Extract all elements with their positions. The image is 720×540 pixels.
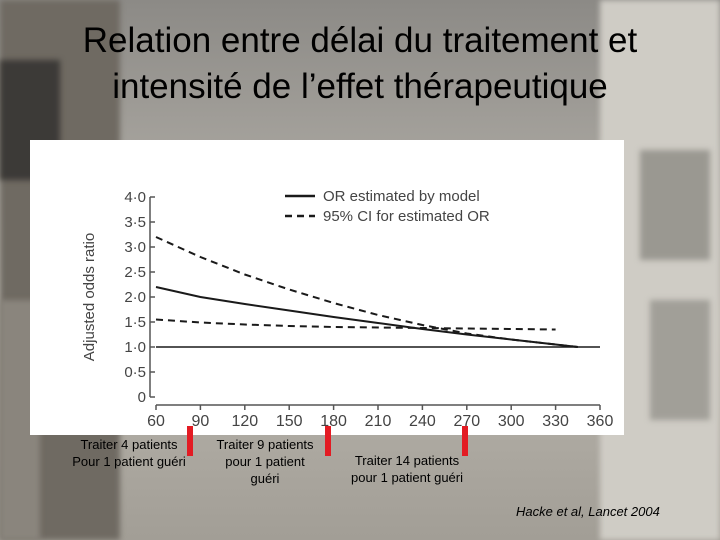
legend-label: OR estimated by model <box>323 188 480 205</box>
y-tick-label: 1·0 <box>124 339 146 356</box>
note-4-patients: Traiter 4 patients Pour 1 patient guéri <box>44 436 214 470</box>
x-tick-label: 270 <box>453 413 480 430</box>
or-estimate-line <box>155 286 578 348</box>
y-tick-label: 2·5 <box>124 264 146 281</box>
note-line: guéri <box>250 471 280 486</box>
y-tick-label: 4·0 <box>124 189 146 206</box>
note-line: pour 1 patient guéri <box>350 470 464 485</box>
x-tick-label: 300 <box>498 413 525 430</box>
ci-line-1 <box>155 236 578 348</box>
y-tick-label: 2·0 <box>124 289 146 306</box>
red-marker-270 <box>462 426 468 456</box>
red-marker-90 <box>187 426 193 456</box>
y-tick-label: 3·0 <box>124 239 146 256</box>
x-tick-label: 240 <box>409 413 436 430</box>
x-tick-label: 210 <box>365 413 392 430</box>
slide-title-line-2: intensité de l’effet thérapeutique <box>112 67 608 106</box>
x-tick-label: 60 <box>147 413 165 430</box>
legend-label: 95% CI for estimated OR <box>323 208 490 225</box>
note-line: Traiter 14 patients <box>354 453 460 468</box>
note-line: Traiter 4 patients <box>80 437 178 452</box>
x-tick-label: 360 <box>587 413 614 430</box>
red-marker-180 <box>325 426 331 456</box>
y-axis-label: Adjusted odds ratio <box>81 233 98 361</box>
y-tick-label: 3·5 <box>124 214 146 231</box>
y-tick-label: 0 <box>138 389 146 406</box>
y-tick-label: 0·5 <box>124 364 146 381</box>
note-line: Pour 1 patient guéri <box>72 454 186 469</box>
slide-title-line-1: Relation entre délai du traitement et <box>82 21 638 60</box>
x-tick-label: 180 <box>320 413 347 430</box>
ci-line-2 <box>155 318 556 331</box>
citation: Hacke et al, Lancet 2004 <box>516 504 660 519</box>
x-tick-label: 150 <box>276 413 303 430</box>
x-tick-label: 120 <box>231 413 258 430</box>
note-line: Traiter 9 patients <box>216 437 314 452</box>
odds-ratio-chart: 0 0·5 1·0 1·5 2·0 2·5 3·0 3·5 4·0 60 90 120 150 180 21… <box>81 188 614 430</box>
note-line: pour 1 patient <box>225 454 305 469</box>
y-tick-label: 1·5 <box>124 314 146 331</box>
note-14-patients: Traiter 14 patients pour 1 patient guéri <box>322 452 492 486</box>
chart-panel: 0 0·5 1·0 1·5 2·0 2·5 3·0 3·5 4·0 60 90 120 150 180 21… <box>30 140 624 435</box>
note-9-patients: Traiter 9 patients pour 1 patient guéri <box>196 436 334 487</box>
x-tick-label: 330 <box>542 413 569 430</box>
slide-title: Relation entre délai du traitement et in… <box>0 18 720 110</box>
x-tick-label: 90 <box>192 413 210 430</box>
